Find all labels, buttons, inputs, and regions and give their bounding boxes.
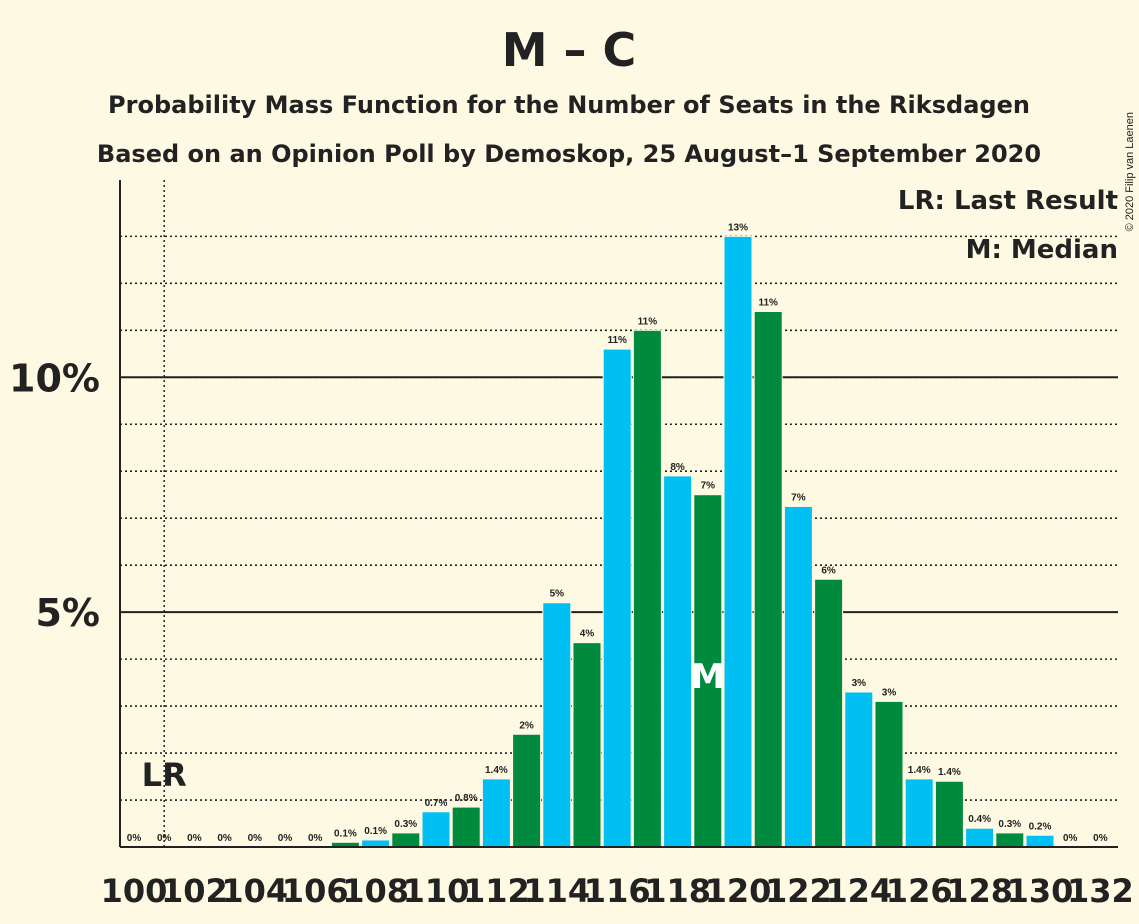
bars-group: 0% 0% 0% 0% 0% 0% 0% 0.1% 0.1% 0.3% 0.7% 0.8% 1.4% 2%… — [127, 180, 1108, 848]
bar — [814, 578, 844, 848]
bar-value-label: 0% — [278, 833, 293, 844]
bar-value-label: 13% — [728, 222, 748, 233]
bar-value-label: 0% — [217, 833, 232, 844]
legend-median: M: Median — [966, 235, 1118, 265]
bar — [1025, 834, 1055, 848]
copyright-text: © 2020 Filip van Laenen — [1124, 112, 1136, 231]
x-tick-label: 132 — [1067, 872, 1134, 910]
x-tick-label: 102 — [161, 872, 228, 910]
bar — [753, 311, 783, 848]
bar-value-label: 4% — [580, 629, 595, 640]
bar-value-label: 0% — [248, 833, 263, 844]
bar — [904, 778, 934, 848]
bar — [844, 691, 874, 848]
x-tick-label: 126 — [886, 872, 953, 910]
bar — [663, 475, 693, 848]
x-tick-label: 120 — [705, 872, 772, 910]
bar — [391, 832, 421, 848]
chart-subtitle: Probability Mass Function for the Number… — [108, 91, 1030, 119]
bar-value-label: 0.4% — [968, 814, 991, 825]
bar-value-label: 7% — [701, 481, 716, 492]
x-tick-label: 130 — [1007, 872, 1074, 910]
x-tick-label: 122 — [765, 872, 832, 910]
bar-value-label: 2% — [519, 720, 534, 731]
bar — [542, 602, 572, 848]
last-result-marker: LR — [142, 756, 187, 794]
bar — [693, 494, 723, 848]
bar-value-label: 11% — [607, 335, 627, 346]
median-marker: M — [691, 657, 725, 697]
bar — [361, 839, 391, 848]
bar-value-label: 0% — [127, 833, 142, 844]
bar-value-label: 1.4% — [938, 767, 961, 778]
bar — [421, 811, 451, 848]
bar — [451, 806, 481, 848]
bar-value-label: 5% — [550, 589, 565, 600]
bar — [632, 329, 662, 848]
bar-value-label: 0% — [1063, 833, 1078, 844]
y-tick-label: 10% — [9, 356, 100, 400]
bar-value-label: 0.3% — [998, 819, 1021, 830]
bar-value-label: 7% — [791, 492, 806, 503]
bar-value-label: 11% — [758, 298, 778, 309]
x-tick-label: 118 — [644, 872, 711, 910]
x-tick-label: 100 — [101, 872, 168, 910]
bar-value-label: 0% — [157, 833, 172, 844]
grid-lines: 5% 10% — [9, 235, 1118, 801]
bar-value-label: 0.3% — [394, 819, 417, 830]
x-tick-label: 114 — [523, 872, 590, 910]
bar — [874, 700, 904, 848]
bar — [934, 780, 964, 848]
x-tick-label: 112 — [463, 872, 530, 910]
bar — [602, 348, 632, 848]
x-tick-label: 106 — [282, 872, 349, 910]
x-tick-label: 124 — [825, 872, 892, 910]
bar-value-label: 1.4% — [908, 765, 931, 776]
bar — [965, 827, 995, 848]
x-tick-label: 104 — [221, 872, 288, 910]
x-tick-label: 116 — [584, 872, 651, 910]
bar — [572, 642, 602, 848]
bar-value-label: 11% — [638, 316, 658, 327]
bar — [783, 505, 813, 848]
bar-value-label: 0.2% — [1029, 821, 1052, 832]
bar — [723, 235, 753, 848]
bar-value-label: 8% — [670, 462, 685, 473]
bar — [512, 733, 542, 848]
bar-value-label: 3% — [852, 678, 867, 689]
chart-title: M – C — [502, 23, 637, 77]
bar-value-label: 3% — [882, 687, 897, 698]
x-tick-label: 108 — [342, 872, 409, 910]
bar-value-label: 0.7% — [425, 798, 448, 809]
bar-value-label: 6% — [821, 565, 836, 576]
y-tick-label: 5% — [35, 591, 100, 635]
bar-value-label: 0.1% — [364, 826, 387, 837]
bar — [481, 778, 511, 848]
chart-subtitle-2: Based on an Opinion Poll by Demoskop, 25… — [97, 140, 1041, 168]
x-tick-label: 128 — [946, 872, 1013, 910]
x-tick-label: 110 — [403, 872, 470, 910]
bar-value-label: 0.8% — [455, 793, 478, 804]
bar-value-label: 0% — [308, 833, 323, 844]
bar-value-label: 1.4% — [485, 765, 508, 776]
bar-value-label: 0.1% — [334, 828, 357, 839]
bar-value-label: 0% — [187, 833, 202, 844]
axes-group: 1001021041061081101121141161181201221241… — [101, 180, 1134, 910]
legend-last-result: LR: Last Result — [898, 186, 1118, 216]
bar — [995, 832, 1025, 848]
bar-value-label: 0% — [1093, 833, 1108, 844]
